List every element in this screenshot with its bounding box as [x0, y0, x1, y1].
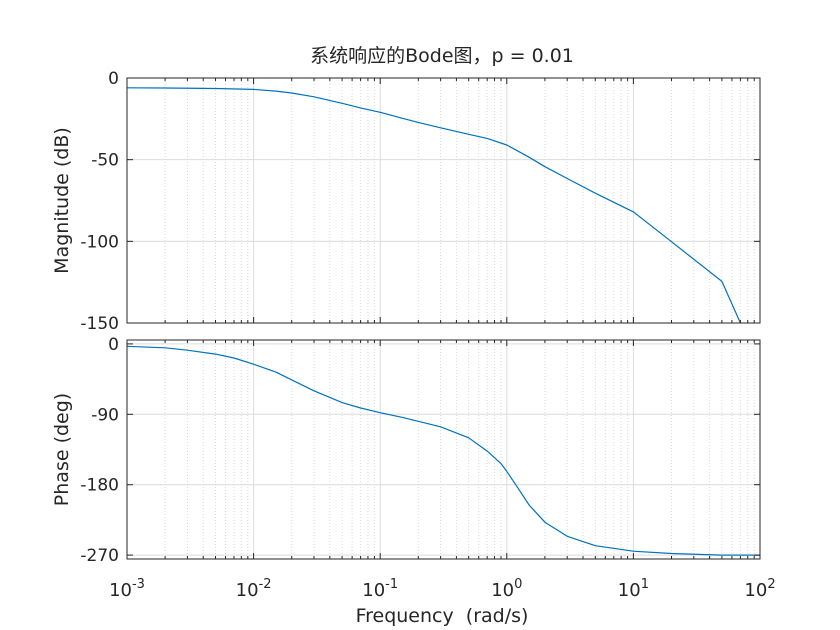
frequency-axis-label: Frequency (rad/s) [356, 605, 529, 627]
figure-title: 系统响应的Bode图，p = 0.01 [310, 45, 574, 67]
magnitude-y-tick-labels: 0 -50 -100 -150 [80, 69, 119, 334]
phase-series [126, 345, 760, 556]
phase-axes: 0 -90 -180 -270 10-3 10-2 10-1 100 101 102 Phase… [51, 335, 776, 601]
magnitude-series [126, 87, 741, 324]
magnitude-y-tick-label: -50 [91, 151, 119, 171]
magnitude-ticks [126, 77, 760, 324]
magnitude-y-tick-label: -100 [80, 232, 119, 252]
phase-y-tick-label: -90 [91, 405, 119, 425]
frequency-tick-label: 10-1 [362, 577, 398, 601]
phase-response-line [126, 345, 760, 556]
magnitude-y-tick-label: -150 [80, 314, 119, 334]
magnitude-y-tick-label: 0 [108, 69, 119, 89]
phase-ticks [126, 340, 760, 559]
magnitude-y-axis-label: Magnitude (dB) [51, 127, 73, 274]
phase-y-tick-label: -180 [80, 476, 119, 496]
phase-y-tick-label: -270 [80, 546, 119, 566]
frequency-tick-label: 100 [491, 577, 522, 601]
phase-axes-box [126, 339, 761, 560]
magnitude-response-line [126, 87, 741, 324]
magnitude-axes-box [126, 77, 761, 324]
magnitude-axes: 0 -50 -100 -150 Magnitude (dB) [51, 69, 761, 334]
phase-grid [127, 340, 760, 559]
phase-y-tick-labels: 0 -90 -180 -270 [80, 335, 119, 566]
phase-y-axis-label: Phase (deg) [51, 393, 73, 506]
frequency-tick-label: 101 [618, 577, 649, 601]
frequency-tick-label: 10-2 [236, 577, 272, 601]
phase-y-tick-label: 0 [108, 335, 119, 355]
frequency-tick-label: 10-3 [109, 577, 145, 601]
magnitude-grid [127, 78, 760, 323]
magnitude-plot-area [127, 78, 760, 323]
frequency-tick-label: 102 [744, 577, 775, 601]
phase-plot-area [127, 340, 760, 559]
frequency-tick-labels: 10-3 10-2 10-1 100 101 102 [109, 577, 776, 601]
